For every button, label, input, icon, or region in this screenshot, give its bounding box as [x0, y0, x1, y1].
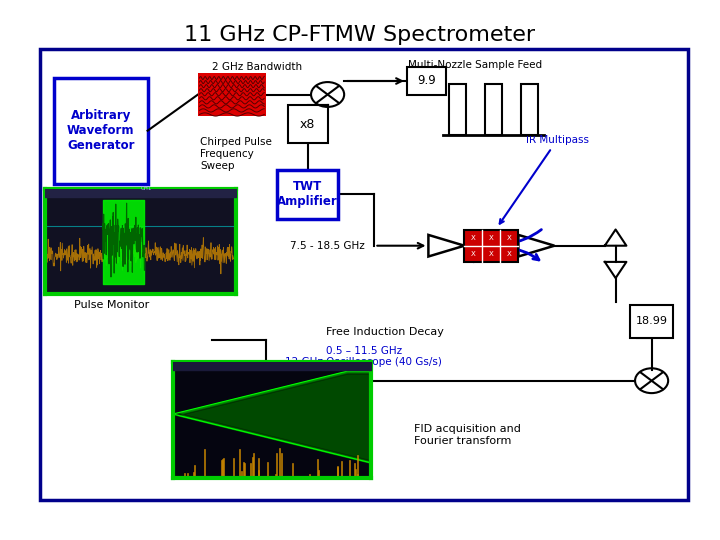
Text: Arbitrary
Waveform
Generator: Arbitrary Waveform Generator: [67, 110, 135, 152]
Text: Pulse Monitor: Pulse Monitor: [74, 300, 149, 310]
Text: x8: x8: [300, 118, 315, 131]
Bar: [54, 78, 148, 184]
Bar: [277, 170, 338, 219]
Text: Chirped Pulse
Frequency
Sweep: Chirped Pulse Frequency Sweep: [200, 137, 272, 171]
Bar: [449, 84, 466, 135]
Bar: [464, 230, 518, 262]
Text: X: X: [507, 234, 512, 241]
Text: TWT
Amplifier: TWT Amplifier: [277, 180, 338, 208]
Bar: [521, 84, 538, 135]
Text: 9.9: 9.9: [417, 75, 436, 87]
Text: IR Multipass: IR Multipass: [500, 135, 589, 224]
Text: 0.5 – 11.5 GHz
12 GHz Oscilloscope (40 Gs/s): 0.5 – 11.5 GHz 12 GHz Oscilloscope (40 G…: [285, 346, 442, 367]
Text: X: X: [507, 251, 512, 257]
Text: Multi-Nozzle Sample Feed: Multi-Nozzle Sample Feed: [408, 60, 542, 70]
Bar: [40, 49, 688, 500]
Text: X: X: [489, 251, 494, 257]
Bar: [198, 73, 266, 116]
Text: FID acquisition and
Fourier transform: FID acquisition and Fourier transform: [414, 424, 521, 446]
Text: Free Induction Decay: Free Induction Decay: [326, 327, 444, 337]
Bar: [407, 68, 446, 94]
Text: 7.5 - 18.5 GHz: 7.5 - 18.5 GHz: [290, 241, 365, 251]
Bar: [630, 305, 673, 338]
Text: 4 GS/s: 4 GS/s: [82, 201, 120, 214]
Text: 2 GHz Bandwidth: 2 GHz Bandwidth: [212, 63, 302, 72]
Text: 18.99: 18.99: [636, 316, 667, 326]
Text: X: X: [489, 234, 494, 241]
Text: X: X: [471, 251, 476, 257]
Text: CH1: CH1: [140, 186, 152, 191]
Text: X: X: [471, 234, 476, 241]
Bar: [485, 84, 502, 135]
Bar: [288, 105, 328, 143]
Text: 11 GHz CP-FTMW Spectrometer: 11 GHz CP-FTMW Spectrometer: [184, 25, 536, 45]
